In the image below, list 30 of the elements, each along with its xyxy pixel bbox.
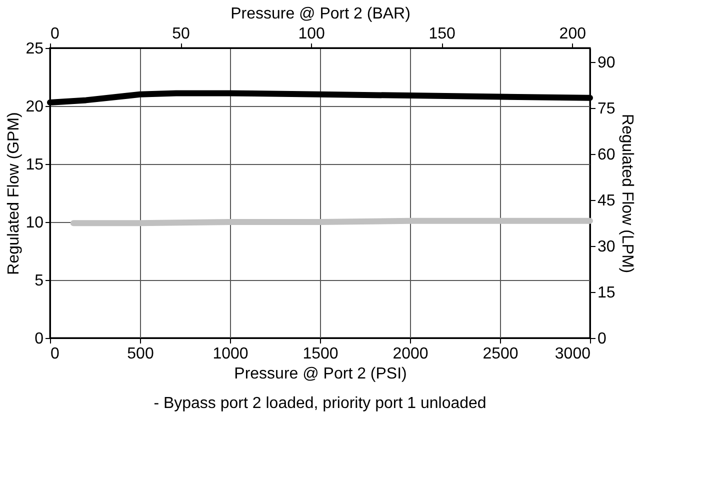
x-axis-title: Pressure @ Port 2 (PSI) <box>234 366 407 382</box>
x-tick-label: 2000 <box>392 346 428 362</box>
x-tick-label: 500 <box>127 346 154 362</box>
x-tick-label: 1000 <box>212 346 248 362</box>
y-axis-title: Regulated Flow (GPM) <box>6 112 23 275</box>
y2-tick-label: 15 <box>598 284 616 302</box>
x2-tick-label: 100 <box>298 26 326 42</box>
y-tick-label: 0 <box>34 330 44 348</box>
y-tick-label: 20 <box>26 98 44 116</box>
y-tick-label: 15 <box>26 156 44 174</box>
y2-axis-title: Regulated Flow (LPM) <box>618 114 636 274</box>
x2-tick-label: 0 <box>50 26 60 42</box>
y2-tick-label: 90 <box>598 54 616 72</box>
y-tick-label: 5 <box>34 272 44 290</box>
x2-tick-label: 50 <box>172 26 190 42</box>
x-tick-label: 3000 <box>554 346 591 362</box>
x2-tick-label: 200 <box>559 26 586 42</box>
y-tick-label: 25 <box>26 40 44 58</box>
y2-tick-label: 0 <box>598 330 606 348</box>
x-tick-label: 2500 <box>482 346 518 362</box>
x-tick-label: 1500 <box>302 346 338 362</box>
y-tick-label: 10 <box>26 214 44 232</box>
y2-tick-label: 60 <box>598 146 616 164</box>
y2-tick-label: 45 <box>598 192 616 210</box>
y2-tick-label: 75 <box>598 100 616 118</box>
x2-axis-title: Pressure @ Port 2 (BAR) <box>230 6 410 22</box>
y2-tick-label: 30 <box>598 238 616 256</box>
x2-tick-label: 150 <box>428 26 456 42</box>
x-tick-label: 0 <box>50 346 60 362</box>
text: - Bypass port 2 loaded, priority port 1 unloaded <box>154 395 486 412</box>
